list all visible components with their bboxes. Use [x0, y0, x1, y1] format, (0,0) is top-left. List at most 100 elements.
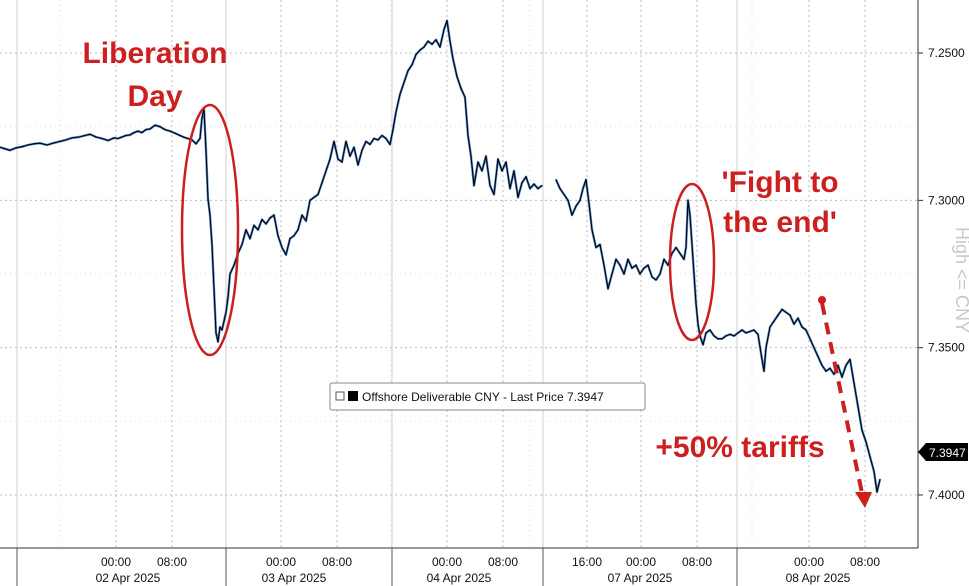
price-point	[582, 187, 584, 190]
x-time-tick-label: 08:00	[682, 555, 712, 569]
price-point	[460, 87, 462, 89]
price-point	[521, 182, 523, 184]
price-point	[599, 243, 601, 246]
price-point	[607, 288, 609, 290]
price-point	[281, 246, 283, 249]
price-point	[631, 267, 633, 269]
price-point	[651, 276, 653, 278]
x-time-tick-label: 08:00	[157, 555, 187, 569]
fight-ellipse	[668, 182, 716, 342]
price-point	[489, 185, 491, 187]
price-point	[365, 140, 367, 143]
price-point	[341, 161, 343, 163]
x-date-label: 04 Apr 2025	[427, 571, 492, 585]
price-point	[233, 264, 235, 266]
x-time-tick-label: 00:00	[266, 555, 296, 569]
price-point	[15, 147, 17, 149]
price-point	[873, 470, 875, 472]
price-point	[753, 329, 755, 331]
price-point	[265, 223, 267, 225]
tariffs-arrow-head	[855, 492, 872, 508]
price-point	[113, 137, 115, 139]
price-point	[223, 320, 225, 322]
price-point	[757, 333, 759, 335]
price-point	[9, 149, 11, 151]
price-point	[423, 46, 425, 48]
price-point	[493, 193, 495, 196]
price-point	[603, 264, 605, 266]
price-point	[435, 39, 437, 41]
price-point	[695, 302, 697, 305]
price-point	[431, 43, 433, 45]
price-point	[253, 224, 255, 226]
price-point	[517, 196, 519, 198]
x-date-label: 07 Apr 2025	[608, 571, 673, 585]
price-point	[591, 229, 593, 231]
price-point	[169, 130, 171, 132]
price-point	[285, 254, 287, 256]
price-point	[833, 373, 835, 375]
y-tick-label: 7.2500	[928, 46, 965, 60]
price-point	[829, 367, 831, 369]
price-point	[529, 187, 531, 190]
price-point	[655, 279, 657, 281]
price-point	[611, 273, 613, 275]
annotation-fight-to: 'Fight to	[721, 166, 838, 199]
price-point	[763, 370, 765, 372]
price-point	[427, 40, 429, 42]
price-point	[392, 129, 394, 131]
price-point	[671, 252, 673, 254]
price-point	[78, 136, 80, 138]
last-price-tag-bg	[918, 443, 968, 461]
price-point	[464, 96, 466, 98]
price-point	[697, 323, 699, 325]
tariffs-arrow-start-dot	[818, 296, 826, 304]
price-point	[541, 185, 543, 187]
price-point	[133, 131, 135, 134]
price-point	[691, 243, 693, 246]
price-point	[721, 338, 723, 340]
y-tick-label: 7.3000	[928, 193, 965, 207]
price-point	[865, 441, 867, 443]
price-point	[853, 382, 855, 384]
price-point	[765, 347, 767, 349]
price-point	[205, 149, 207, 151]
price-point	[305, 220, 307, 222]
price-point	[555, 179, 557, 181]
price-point	[337, 158, 339, 160]
price-point	[685, 246, 687, 249]
price-point	[643, 267, 645, 269]
price-point	[567, 199, 569, 201]
price-point	[269, 217, 271, 219]
price-point	[357, 164, 359, 166]
price-point	[749, 330, 751, 333]
price-point	[679, 252, 681, 254]
price-point	[647, 264, 649, 266]
liberation-day-ellipse	[180, 103, 240, 357]
price-point	[353, 146, 355, 148]
price-point	[399, 93, 401, 95]
price-point	[857, 405, 859, 408]
price-point	[313, 196, 315, 198]
price-point	[667, 264, 669, 266]
price-point	[563, 193, 565, 196]
legend-toggle-icon	[335, 391, 345, 401]
price-point	[737, 332, 739, 334]
price-point	[497, 158, 499, 160]
x-time-tick-label: 00:00	[101, 555, 131, 569]
price-point	[46, 144, 48, 146]
x-date-label: 03 Apr 2025	[262, 571, 327, 585]
annotation-liberation: Liberation	[82, 37, 227, 70]
price-point	[217, 341, 219, 343]
price-point	[861, 429, 863, 431]
price-point	[145, 129, 147, 131]
price-point	[407, 70, 409, 72]
price-point	[221, 329, 223, 331]
price-point	[39, 142, 41, 144]
price-point	[467, 134, 469, 137]
price-point	[84, 134, 86, 137]
price-point	[813, 347, 815, 349]
price-point	[325, 170, 327, 172]
price-point	[373, 137, 375, 140]
